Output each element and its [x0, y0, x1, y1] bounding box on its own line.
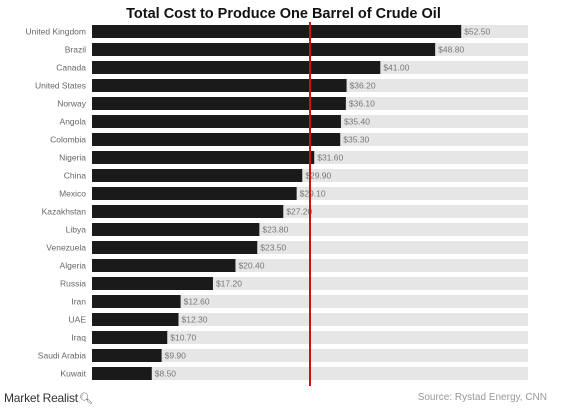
bar	[92, 25, 462, 38]
category-label: Venezuela	[46, 243, 86, 253]
bar	[92, 205, 284, 218]
bar	[92, 169, 303, 182]
value-label: $12.30	[181, 315, 207, 325]
category-label: Russia	[60, 279, 86, 289]
bar	[92, 43, 436, 56]
bar	[92, 151, 315, 164]
category-label: Brazil	[65, 45, 86, 55]
value-label: $35.30	[343, 135, 369, 145]
category-label: Algeria	[60, 261, 87, 271]
value-label: $52.50	[464, 27, 490, 37]
bar	[92, 115, 341, 128]
category-label: Iraq	[71, 333, 86, 343]
category-label: United States	[35, 81, 86, 91]
bar	[92, 79, 347, 92]
value-label: $10.70	[170, 333, 196, 343]
brand-logo: Market Realist 🔍︎	[4, 391, 93, 405]
brand-name: Market Realist	[4, 391, 78, 405]
bar	[92, 313, 179, 326]
bar	[92, 133, 341, 146]
bar	[92, 223, 260, 236]
bar	[92, 97, 346, 110]
value-label: $17.20	[216, 279, 242, 289]
category-label: United Kingdom	[26, 27, 86, 37]
bar	[92, 331, 168, 344]
category-label: UAE	[69, 315, 87, 325]
magnifier-icon: 🔍︎	[78, 392, 93, 405]
category-label: Colombia	[50, 135, 86, 145]
value-label: $29.90	[305, 171, 331, 181]
value-label: $27.20	[286, 207, 312, 217]
value-label: $36.10	[349, 99, 375, 109]
value-label: $35.40	[344, 117, 370, 127]
category-label: Kuwait	[60, 369, 86, 379]
bar	[92, 277, 213, 290]
value-label: $8.50	[155, 369, 177, 379]
value-label: $9.90	[165, 351, 187, 361]
value-label: $48.80	[438, 45, 464, 55]
bar	[92, 241, 258, 254]
bar	[92, 295, 181, 308]
category-label: Norway	[57, 99, 87, 109]
category-label: China	[64, 171, 86, 181]
category-label: Kazakhstan	[42, 207, 87, 217]
category-label: Canada	[56, 63, 86, 73]
bar	[92, 367, 152, 380]
chart-title: Total Cost to Produce One Barrel of Crud…	[126, 6, 441, 22]
value-label: $12.60	[184, 297, 210, 307]
value-label: $23.50	[260, 243, 286, 253]
category-label: Saudi Arabia	[38, 351, 86, 361]
bar	[92, 187, 297, 200]
category-label: Nigeria	[59, 153, 86, 163]
bar	[92, 61, 381, 74]
category-label: Libya	[66, 225, 87, 235]
value-label: $20.40	[238, 261, 264, 271]
value-label: $29.10	[300, 189, 326, 199]
source-note: Source: Rystad Energy, CNN	[417, 392, 547, 403]
value-label: $41.00	[383, 63, 409, 73]
value-label: $31.60	[317, 153, 343, 163]
category-label: Mexico	[59, 189, 86, 199]
category-label: Angola	[60, 117, 87, 127]
value-label: $36.20	[350, 81, 376, 91]
value-label: $23.80	[262, 225, 288, 235]
category-label: Iran	[71, 297, 86, 307]
bar	[92, 259, 236, 272]
bar	[92, 349, 162, 362]
